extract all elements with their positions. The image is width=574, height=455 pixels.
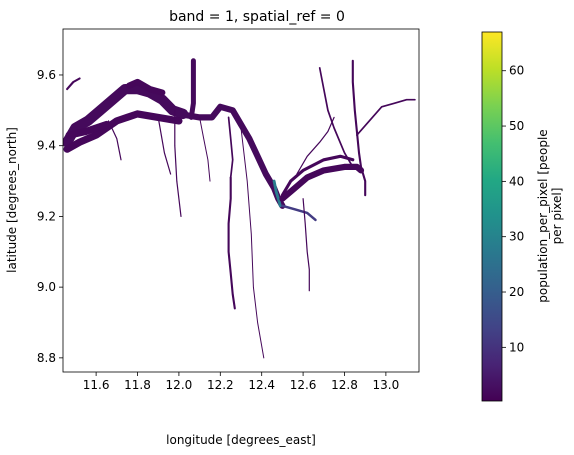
settlements-layer (63, 58, 416, 359)
colorbar-ticks: 10 20 30 40 50 60 (502, 64, 524, 354)
x-tick-label: 12.2 (207, 378, 234, 392)
plot-frame (62, 28, 420, 373)
plot-background (63, 29, 419, 372)
settlement-20 (199, 116, 211, 182)
colorbar-tick-label: 60 (509, 64, 524, 78)
settlement-9 (126, 78, 166, 96)
chart-title: band = 1, spatial_ref = 0 (169, 9, 345, 25)
y-axis: 8.8 9.0 9.2 9.4 9.6 (37, 68, 63, 365)
settlement-14 (227, 176, 236, 310)
x-tick-label: 12.4 (248, 378, 275, 392)
colorbar-label-line1: population_per_pixel [people (536, 129, 550, 302)
y-tick-label: 9.4 (37, 139, 56, 153)
y-axis-label: latitude [degrees_north] (5, 127, 19, 273)
settlement-12 (318, 67, 354, 168)
settlement-18 (107, 120, 122, 161)
colorbar-tick-label: 40 (509, 174, 524, 188)
x-tick-label: 11.8 (124, 378, 151, 392)
settlement-22 (66, 77, 81, 91)
x-tick-label: 12.6 (290, 378, 317, 392)
settlement-17 (302, 198, 310, 292)
settlement-4 (272, 179, 282, 208)
colorbar-label-line2: per pixel] (550, 188, 564, 245)
y-tick-label: 9.0 (37, 280, 56, 294)
colorbar-tick-label: 30 (509, 230, 524, 244)
x-tick-label: 11.6 (83, 378, 110, 392)
x-tick-label: 13.0 (373, 378, 400, 392)
colorbar-gradient (482, 32, 502, 401)
settlement-11 (356, 98, 416, 136)
colorbar-tick-label: 50 (509, 119, 524, 133)
settlement-19 (157, 116, 172, 175)
colorbar-tick-label: 10 (509, 340, 524, 354)
settlement-16 (240, 127, 265, 359)
x-tick-label: 12.8 (331, 378, 358, 392)
settlement-13 (296, 116, 335, 175)
settlement-7 (280, 154, 355, 197)
settlement-6 (279, 163, 365, 202)
settlement-8 (188, 58, 196, 120)
settlement-2 (65, 120, 111, 139)
x-axis: 11.6 11.8 12.0 12.2 12.4 12.6 12.8 13.0 (83, 372, 399, 392)
settlement-0 (63, 83, 189, 148)
colorbar-tick-label: 20 (509, 285, 524, 299)
settlement-10 (351, 59, 367, 197)
settlement-15 (227, 116, 234, 179)
settlement-21 (174, 109, 182, 217)
y-tick-label: 8.8 (37, 351, 56, 365)
plot-area (62, 28, 420, 373)
colorbar: 10 20 30 40 50 60 population_per_pixel [peopl… (481, 31, 564, 402)
x-tick-label: 12.0 (166, 378, 193, 392)
y-tick-label: 9.2 (37, 209, 56, 223)
colorbar-frame (481, 31, 503, 402)
settlement-5 (281, 204, 317, 222)
x-axis-label: longitude [degrees_east] (166, 433, 316, 447)
y-tick-label: 9.6 (37, 68, 56, 82)
